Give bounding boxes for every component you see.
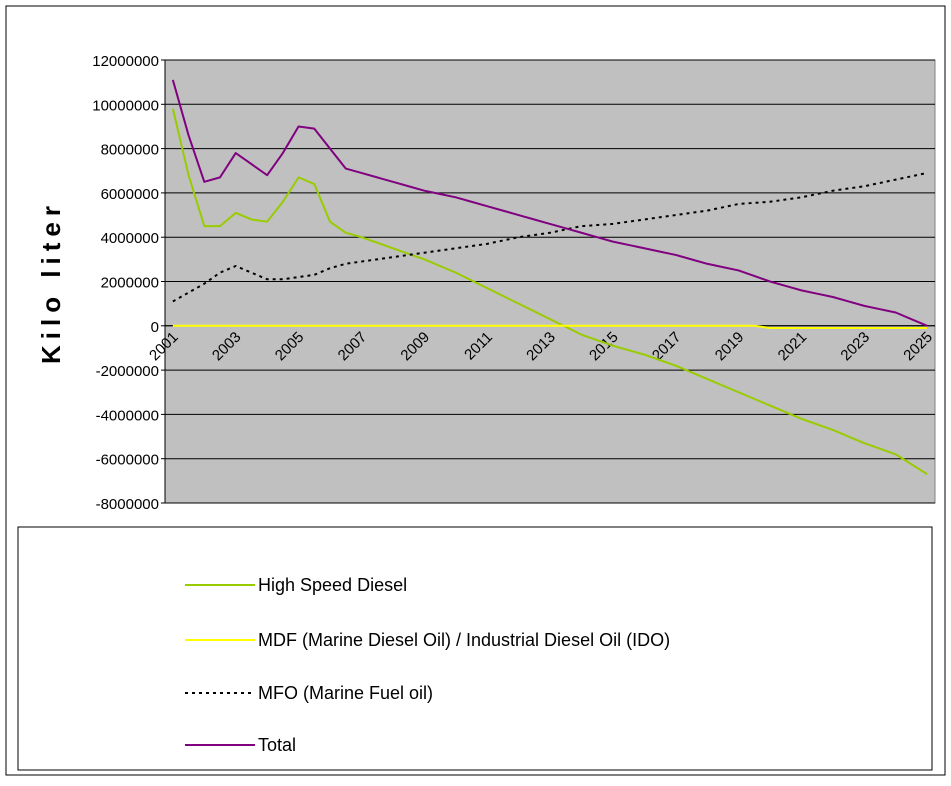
legend-box	[17, 526, 933, 771]
legend-label: MDF (Marine Diesel Oil) / Industrial Die…	[258, 630, 670, 650]
series-line	[172, 324, 928, 330]
y-tick-label: 12000000	[92, 53, 159, 70]
y-axis-label: Kilo liter	[36, 200, 66, 364]
y-tick-label: -6000000	[96, 452, 159, 469]
y-tick-label: 10000000	[92, 97, 159, 114]
legend-label: Total	[258, 735, 296, 755]
y-tick-label: -4000000	[96, 407, 159, 424]
legend-label: High Speed Diesel	[258, 575, 407, 595]
y-tick-label: 6000000	[101, 186, 159, 203]
series-line	[171, 79, 928, 327]
y-tick-label: -8000000	[96, 496, 159, 513]
y-tick-label: 2000000	[101, 275, 159, 292]
series-line	[172, 171, 928, 303]
y-tick-label: 0	[151, 319, 159, 336]
legend-label: MFO (Marine Fuel oil)	[258, 683, 433, 703]
series-line	[171, 108, 928, 476]
y-tick-label: 8000000	[101, 142, 159, 159]
y-tick-label: 4000000	[101, 230, 159, 247]
y-tick-label: -2000000	[96, 363, 159, 380]
